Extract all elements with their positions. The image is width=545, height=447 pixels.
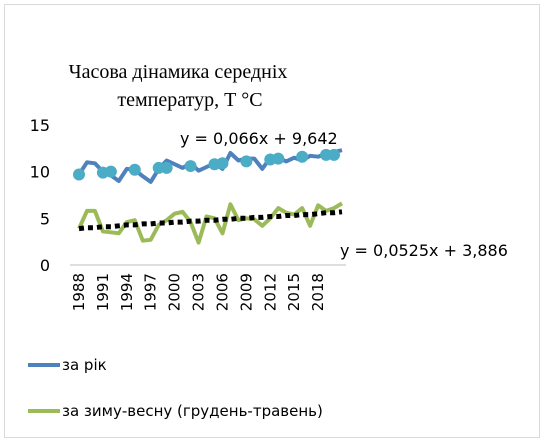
x-tick-label: 2003	[190, 273, 208, 311]
x-tick-label: 1988	[70, 273, 88, 311]
trend-label: y = 0,066x + 9,642	[180, 129, 338, 148]
x-tick-label: 1997	[142, 273, 160, 311]
x-tick-label: 1994	[118, 273, 136, 311]
x-tick-label: 2012	[261, 273, 279, 311]
trend-marker	[296, 150, 309, 163]
trend-marker	[272, 152, 285, 165]
legend-label: за рік	[62, 356, 107, 374]
x-tick-label: 2009	[237, 273, 255, 311]
trend-marker	[240, 155, 253, 168]
trend-marker	[128, 163, 141, 176]
trend-marker	[184, 160, 197, 173]
x-tick-label: 2000	[166, 273, 184, 311]
title-line: температур, Т °С	[117, 89, 262, 111]
y-tick-label: 15	[30, 116, 50, 135]
series-line	[77, 201, 344, 245]
x-tick-label: 2006	[213, 273, 231, 311]
trend-marker	[328, 148, 341, 161]
y-tick-label: 5	[40, 209, 50, 228]
y-tick-label: 10	[30, 163, 50, 182]
x-tick-label: 2018	[309, 273, 327, 311]
trend-marker	[104, 165, 117, 178]
trend-line	[78, 209, 343, 232]
chart-border	[4, 4, 540, 438]
trend-marker	[160, 161, 173, 174]
chart-title: Часова дінамика середніх температур, Т °С	[69, 61, 288, 111]
y-tick-label: 0	[40, 256, 50, 275]
trend-label: y = 0,0525x + 3,886	[340, 241, 508, 260]
trend-marker	[216, 157, 229, 170]
trend-marker	[73, 168, 85, 181]
title-line: Часова дінамика середніх	[69, 61, 288, 83]
x-tick-label: 2015	[285, 273, 303, 311]
legend-label: за зиму-весну (грудень-травень)	[62, 402, 323, 420]
x-tick-label: 1991	[94, 273, 112, 311]
